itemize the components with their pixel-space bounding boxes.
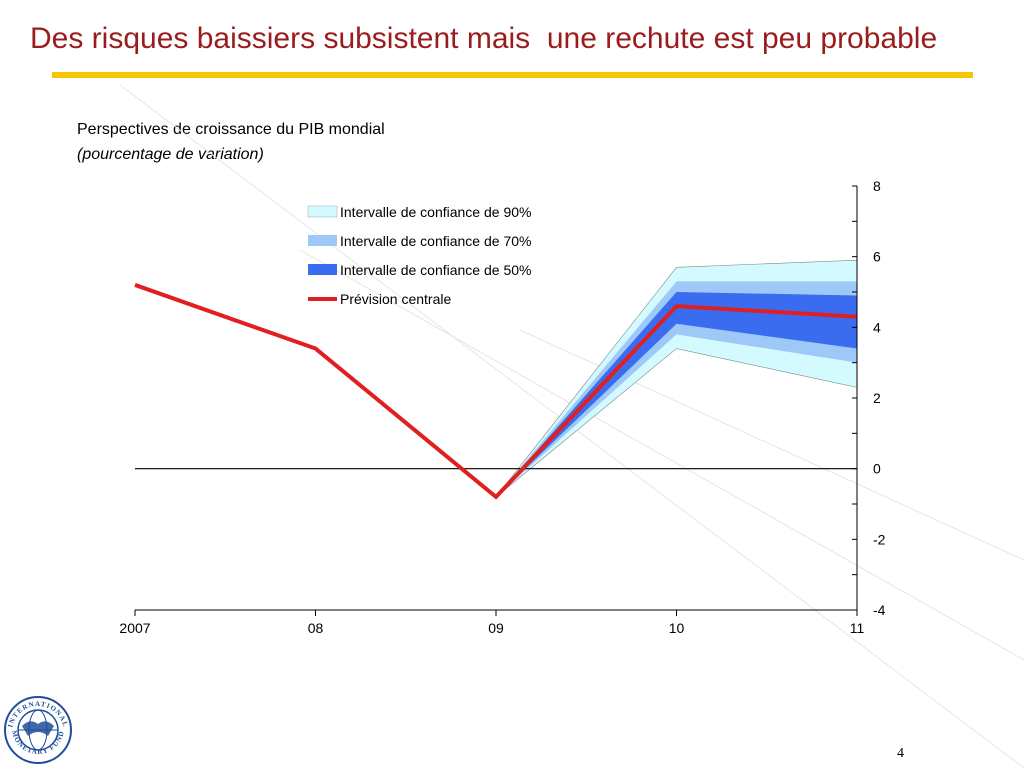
y-tick-label: -4 [873,602,886,618]
confidence-band-50 [496,292,857,497]
axes: -4 -2 0 2 4 6 8 2007 08 09 10 11 [119,178,885,636]
chart-title: Perspectives de croissance du PIB mondia… [77,121,385,138]
y-tick-label: 2 [873,390,881,406]
x-tick-label: 2007 [119,620,150,636]
x-tick-label: 11 [850,620,865,636]
y-tick-label: 8 [873,178,881,194]
confidence-bands [495,259,858,498]
legend: Intervalle de confiance de 90% Intervalle… [307,204,531,307]
y-tick-label: 4 [873,319,881,335]
imf-logo: INTERNATIONAL MONETARY FUND [4,696,72,764]
y-tick-label: 0 [873,461,881,477]
y-tick-label: -2 [873,531,886,547]
legend-label: Intervalle de confiance de 50% [340,262,531,278]
y-tick-label: 6 [873,249,881,265]
legend-swatch [308,264,337,275]
legend-label: Prévision centrale [340,291,451,307]
x-tick-label: 09 [488,620,504,636]
page-number: 4 [897,746,904,761]
title-underline [52,72,973,78]
x-tick-label: 08 [308,620,324,636]
x-tick-label: 10 [669,620,685,636]
legend-label: Intervalle de confiance de 70% [340,233,531,249]
legend-swatch [307,205,338,218]
legend-label: Intervalle de confiance de 90% [340,204,531,220]
legend-swatch [308,235,337,246]
slide-title: Des risques baissiers subsistent mais un… [30,22,938,55]
